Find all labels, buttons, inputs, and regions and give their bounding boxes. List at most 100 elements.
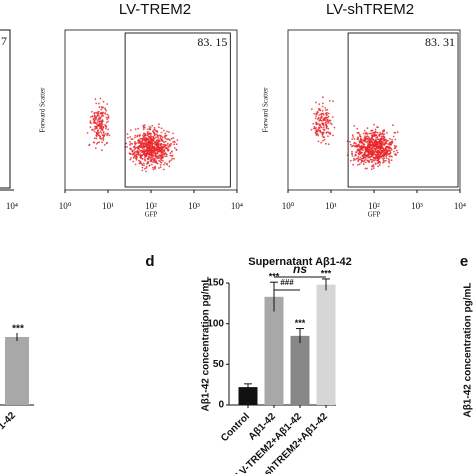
event-dot — [381, 142, 383, 145]
event-dot — [137, 127, 140, 130]
event-dot — [157, 137, 160, 139]
event-dot — [352, 144, 355, 147]
event-dot — [352, 159, 355, 162]
event-dot — [310, 128, 313, 131]
event-dot — [125, 142, 128, 145]
y-axis-label-fragment: Aβ1-42 concentration pg/mL — [463, 282, 474, 417]
event-dot — [375, 142, 377, 145]
event-dot — [378, 140, 381, 143]
event-dot — [142, 124, 145, 127]
event-dot — [148, 152, 151, 155]
event-dot — [143, 132, 145, 135]
event-dot — [164, 137, 167, 140]
event-dot — [323, 126, 325, 129]
event-dot — [141, 163, 144, 166]
event-dot — [159, 160, 162, 163]
event-dot — [149, 128, 152, 131]
event-dot — [360, 149, 363, 151]
event-dot — [144, 157, 146, 159]
event-dot — [382, 130, 384, 133]
x-tick-label: 10¹ — [325, 201, 337, 211]
event-dot — [134, 140, 136, 143]
event-dot — [98, 120, 101, 123]
event-dot — [378, 164, 381, 166]
event-dot — [137, 142, 140, 144]
event-dot — [363, 129, 366, 132]
event-dot — [160, 139, 163, 141]
event-dot — [104, 108, 107, 111]
event-dot — [321, 109, 324, 112]
event-dot — [148, 156, 151, 159]
event-dot — [349, 143, 352, 146]
x-tick-label: 10¹ — [102, 201, 114, 211]
event-dot — [93, 115, 96, 117]
event-dot — [152, 161, 155, 164]
event-dot — [152, 140, 155, 142]
event-dot — [386, 154, 388, 157]
event-dot — [317, 129, 320, 132]
event-dot — [322, 102, 324, 105]
event-dot — [142, 143, 144, 146]
event-dot — [331, 116, 334, 118]
event-dot — [322, 131, 325, 134]
event-dot — [138, 159, 140, 162]
event-dot — [153, 128, 156, 131]
event-dot — [106, 132, 109, 135]
event-dot — [352, 136, 355, 138]
event-dot — [108, 134, 111, 137]
event-dot — [382, 161, 384, 164]
event-dot — [163, 152, 166, 155]
y-axis-label: Aβ1-42 concentration pg/mL — [201, 276, 212, 411]
y-tick-label: 50 — [213, 359, 225, 370]
event-dot — [102, 126, 105, 128]
event-dot — [147, 135, 150, 138]
event-dot — [150, 147, 153, 150]
event-dot — [322, 136, 325, 139]
plot-title: LV-shTREM2 — [326, 1, 414, 18]
event-dot — [153, 159, 156, 162]
event-dot — [151, 145, 154, 148]
event-dot — [166, 142, 169, 145]
event-dot — [319, 125, 322, 128]
event-dot — [158, 156, 161, 159]
event-dot — [357, 132, 360, 134]
event-dot — [164, 155, 166, 158]
event-dot — [161, 136, 164, 139]
event-dot — [96, 111, 99, 114]
event-dot — [171, 157, 174, 160]
event-dot — [366, 167, 368, 170]
event-dot — [139, 153, 142, 156]
event-dot — [135, 153, 138, 156]
event-dot — [371, 136, 374, 139]
y-tick-label: 0 — [218, 400, 224, 411]
event-dot — [315, 115, 318, 118]
event-dot — [160, 127, 163, 130]
event-dot — [374, 148, 377, 151]
event-dot — [387, 165, 390, 168]
event-dot — [148, 125, 151, 128]
event-dot — [126, 133, 129, 136]
event-dot — [143, 137, 145, 140]
x-tick-label: 10⁴ — [231, 201, 243, 211]
event-dot — [367, 151, 370, 154]
event-dot — [130, 138, 133, 141]
event-dot — [370, 150, 373, 153]
event-dot — [141, 157, 144, 160]
y-axis-label: Forward Scatter — [262, 87, 270, 133]
event-dot — [136, 151, 138, 154]
event-dot — [157, 139, 160, 142]
event-dot — [94, 125, 96, 128]
event-dot — [333, 126, 336, 129]
event-dot — [131, 153, 134, 156]
event-dot — [354, 153, 357, 156]
event-dot — [135, 142, 138, 145]
event-dot — [93, 130, 96, 133]
event-dot — [149, 141, 151, 143]
event-dot — [96, 123, 98, 126]
event-dot — [327, 122, 329, 125]
event-dot — [147, 157, 150, 159]
event-dot — [155, 139, 158, 142]
event-dot — [98, 106, 101, 109]
event-dot — [365, 131, 368, 134]
